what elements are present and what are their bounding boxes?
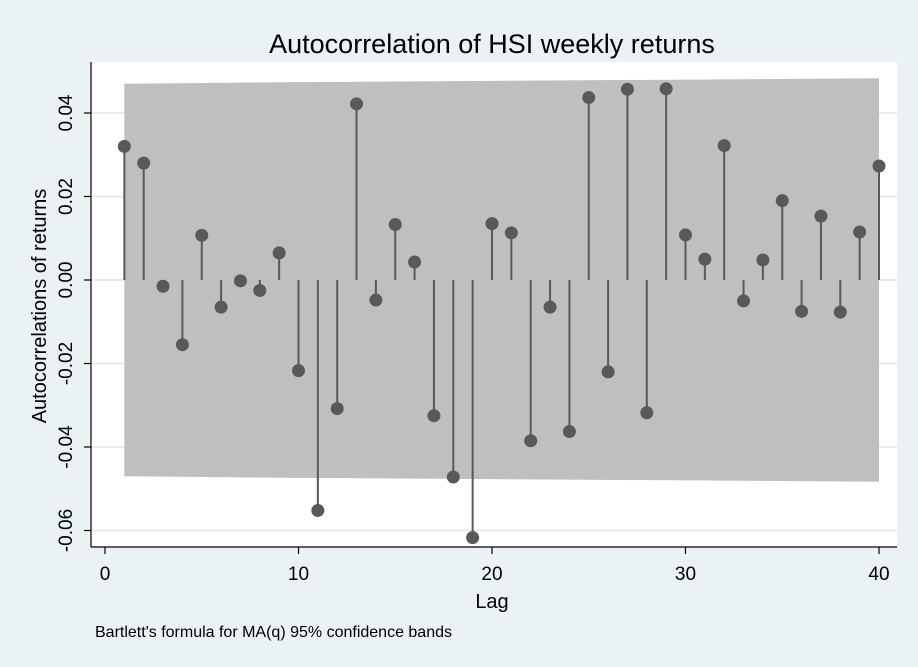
point-lag-4 [175,338,189,352]
point-lag-9 [272,246,286,260]
point-lag-8 [253,283,267,297]
point-lag-1 [117,139,131,153]
y-ticks: -0.06 -0.04 -0.02 0.00 0.02 0.04 [56,94,91,552]
point-lag-30 [679,228,692,242]
point-lag-27 [620,82,634,96]
x-tick-label-3: 30 [675,564,696,585]
point-lag-6 [214,300,228,314]
point-lag-20 [485,217,499,231]
point-lag-21 [504,226,518,240]
point-lag-11 [311,503,325,517]
y-tick-label-3: 0.00 [56,262,77,299]
point-lag-22 [524,434,538,448]
point-lag-23 [543,300,557,314]
point-lag-39 [853,225,867,239]
point-lag-36 [795,304,809,318]
points [117,82,886,545]
point-lag-34 [756,253,770,267]
point-lag-31 [698,252,712,266]
point-lag-26 [601,365,615,379]
point-lag-37 [814,209,828,223]
point-lag-18 [446,470,460,484]
point-lag-28 [640,406,654,420]
point-lag-7 [233,274,247,288]
point-lag-38 [833,305,847,319]
point-lag-5 [195,228,209,242]
y-tick-label-0: -0.06 [56,509,77,552]
point-lag-14 [369,293,383,307]
point-lag-40 [872,159,886,173]
x-tick-label-4: 40 [868,564,889,585]
point-lag-2 [137,156,151,170]
x-axis-title: Lag [475,591,508,613]
point-lag-25 [582,91,596,105]
point-lag-17 [427,409,441,423]
y-tick-label-1: -0.04 [56,425,77,469]
point-lag-24 [562,425,576,439]
chart-note: Bartlett's formula for MA(q) 95% confide… [95,624,452,641]
point-lag-16 [408,255,422,269]
point-lag-33 [737,294,751,308]
point-lag-35 [775,194,789,208]
y-axis-title: Autocorrelations of returns [29,189,51,424]
point-lag-12 [330,402,344,416]
point-lag-29 [659,82,673,96]
point-lag-10 [292,364,305,378]
point-lag-32 [717,139,731,153]
y-tick-label-4: 0.02 [56,178,77,215]
confidence-band [124,78,880,482]
stems [123,88,880,538]
point-lag-3 [156,279,170,293]
x-tick-label-2: 20 [481,564,502,585]
y-tick-label-5: 0.04 [56,94,77,131]
x-tick-label-0: 0 [100,564,111,585]
point-lag-13 [350,97,364,111]
y-tick-label-2: -0.02 [56,342,77,385]
point-lag-15 [388,217,402,231]
x-ticks: 0 10 20 30 40 [100,547,890,585]
chart-title: Autocorrelation of HSI weekly returns [269,29,715,59]
point-lag-19 [466,531,480,545]
x-tick-label-1: 10 [288,564,309,585]
